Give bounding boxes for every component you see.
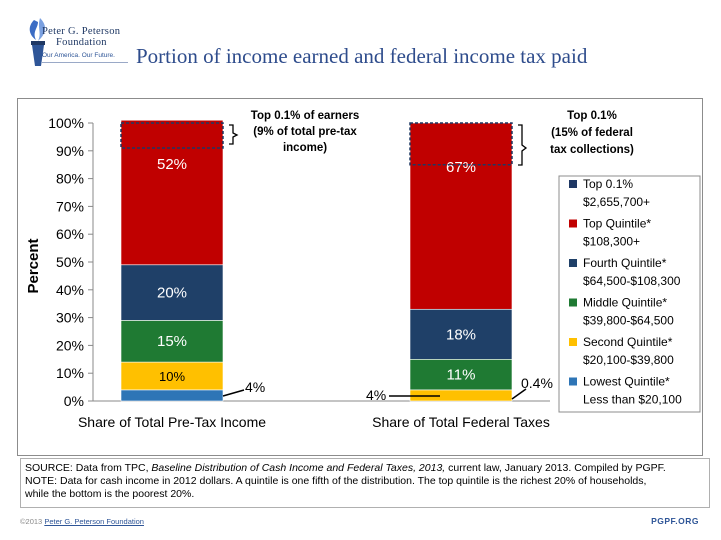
tax-lowest-leader — [511, 388, 527, 400]
y-tick-label: 70% — [56, 198, 84, 214]
footer-site[interactable]: PGPF.ORG — [651, 516, 699, 526]
legend-label-line1: Fourth Quintile* — [583, 256, 667, 270]
legend-label-line2: $39,800-$64,500 — [583, 314, 674, 328]
source-note-box: SOURCE: Data from TPC, Baseline Distribu… — [20, 458, 710, 508]
bar-segment — [409, 122, 513, 310]
bar-segment — [120, 389, 224, 402]
logo-divider — [42, 62, 128, 63]
income-top-annotation: income) — [283, 142, 327, 154]
copyright-text: ©2013 — [20, 517, 43, 526]
y-tick-label: 50% — [56, 254, 84, 270]
bar-segment — [409, 308, 513, 360]
income-top-annotation: Top 0.1% of earners — [251, 110, 359, 122]
x-category-label: Share of Total Federal Taxes — [372, 414, 550, 430]
tax-top-bracket — [518, 124, 528, 166]
y-tick-label: 20% — [56, 337, 84, 353]
legend-box — [558, 175, 701, 413]
page-title: Portion of income earned and federal inc… — [136, 44, 588, 68]
data-label: 20% — [157, 285, 187, 302]
y-tick-label: 10% — [56, 365, 84, 381]
tax-top-annotation: Top 0.1% — [567, 110, 617, 122]
legend-label-line2: $20,100-$39,800 — [583, 353, 674, 367]
income-lowest-label: 4% — [245, 379, 265, 395]
data-label: 11% — [447, 367, 476, 384]
bar-segment — [120, 264, 224, 321]
footer-copyright: ©2013 Peter G. Peterson Foundation — [20, 517, 144, 526]
legend-swatch — [569, 180, 577, 188]
legend-swatch — [569, 298, 577, 307]
top-0.1-overlay — [409, 122, 513, 166]
data-label: 18% — [446, 326, 476, 343]
footer-org-link[interactable]: Peter G. Peterson Foundation — [44, 517, 144, 526]
legend-label-line2: $64,500-$108,300 — [583, 274, 681, 288]
legend-label-line2: $108,300+ — [583, 235, 640, 249]
org-name: Peter G. Peterson Foundation — [42, 26, 120, 48]
pgpf-logo — [18, 14, 128, 70]
source-prefix: SOURCE: Data from TPC, — [25, 462, 152, 474]
y-tick-label: 100% — [48, 115, 84, 131]
source-line: SOURCE: Data from TPC, Baseline Distribu… — [21, 459, 709, 475]
y-axis-label: Percent — [25, 238, 42, 293]
bar-segment — [120, 320, 224, 363]
source-suffix: current law, January 2013. Compiled by P… — [445, 462, 666, 474]
bar-segment — [409, 358, 513, 391]
bar-segment — [120, 119, 224, 266]
y-tick-label: 90% — [56, 143, 84, 159]
legend-label-line2: Less than $20,100 — [583, 393, 682, 407]
legend-swatch — [569, 338, 577, 346]
data-label: 52% — [157, 156, 187, 173]
y-tick-label: 60% — [56, 226, 84, 242]
legend-label-line2: $2,655,700+ — [583, 195, 650, 209]
legend-label-line1: Lowest Quintile* — [583, 375, 670, 389]
org-name-line2: Foundation — [56, 37, 107, 48]
tax-top-annotation: tax collections) — [550, 144, 634, 156]
data-label: 15% — [157, 333, 187, 350]
legend-swatch — [569, 219, 577, 228]
y-tick-label: 80% — [56, 171, 84, 187]
legend-label-line1: Middle Quintile* — [583, 296, 667, 310]
org-tagline: Our America. Our Future. — [42, 52, 115, 59]
y-tick-label: 30% — [56, 310, 84, 326]
tax-second-label: 4% — [366, 387, 386, 403]
tax-top-annotation: (15% of federal — [551, 127, 633, 139]
chart-frame — [17, 98, 703, 456]
legend-label-line1: Second Quintile* — [583, 335, 673, 349]
tax-lowest-label: 0.4% — [521, 375, 553, 391]
legend-swatch — [569, 377, 577, 386]
note-line-2: while the bottom is the poorest 20%. — [25, 488, 195, 500]
note-line-1: NOTE: Data for cash income in 2012 dolla… — [25, 475, 647, 487]
income-lowest-leader — [222, 389, 245, 397]
y-tick-label: 0% — [64, 393, 84, 409]
torch-icon — [29, 18, 46, 66]
x-category-label: Share of Total Pre-Tax Income — [78, 414, 266, 430]
legend-label-line1: Top Quintile* — [583, 217, 651, 231]
data-label: 10% — [159, 369, 185, 384]
data-label: 67% — [446, 159, 476, 176]
legend-swatch — [569, 259, 577, 267]
y-tick-label: 40% — [56, 282, 84, 298]
legend-label-line1: Top 0.1% — [583, 177, 633, 191]
org-name-line1: Peter G. Peterson — [42, 26, 121, 37]
top-0.1-overlay — [120, 122, 224, 149]
income-top-bracket — [229, 124, 239, 145]
source-title: Baseline Distribution of Cash Income and… — [151, 462, 446, 474]
income-top-annotation: (9% of total pre-tax — [253, 126, 357, 138]
bar-segment — [120, 361, 224, 391]
